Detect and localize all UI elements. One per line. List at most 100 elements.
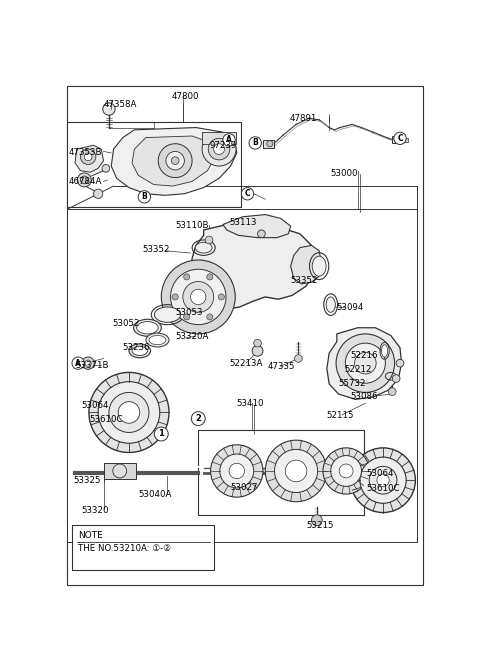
Text: NOTE: NOTE [78, 531, 103, 540]
Circle shape [77, 173, 91, 187]
Circle shape [252, 345, 263, 356]
Text: C: C [397, 134, 403, 143]
Ellipse shape [326, 297, 336, 313]
Text: 2: 2 [195, 414, 201, 423]
Bar [263, 140, 274, 148]
Circle shape [323, 448, 369, 494]
Circle shape [94, 189, 103, 198]
Polygon shape [175, 271, 221, 323]
Text: THE NO.53210A: ①-②: THE NO.53210A: ①-② [78, 544, 171, 553]
Circle shape [285, 460, 307, 481]
Circle shape [166, 152, 184, 170]
Text: 47353B: 47353B [69, 148, 102, 156]
Circle shape [202, 132, 236, 166]
Circle shape [249, 137, 262, 149]
Circle shape [388, 388, 396, 396]
Text: 53352: 53352 [291, 276, 318, 285]
Bar [198, 430, 364, 515]
Text: 53113: 53113 [229, 218, 256, 227]
Text: 47358A: 47358A [104, 100, 137, 109]
Circle shape [81, 176, 88, 184]
Text: 53040A: 53040A [138, 490, 171, 499]
Text: 97239: 97239 [209, 142, 236, 150]
Text: 47335: 47335 [267, 362, 295, 371]
Circle shape [192, 412, 205, 426]
Circle shape [345, 343, 385, 383]
Circle shape [396, 359, 404, 367]
Circle shape [208, 138, 230, 160]
Circle shape [223, 134, 235, 146]
Text: 53064: 53064 [81, 401, 108, 410]
Circle shape [258, 230, 265, 237]
Circle shape [103, 103, 115, 115]
Circle shape [113, 464, 127, 478]
Circle shape [229, 464, 244, 479]
Text: C: C [245, 190, 251, 198]
Ellipse shape [312, 256, 326, 276]
Bar [402, 138, 408, 142]
Ellipse shape [382, 344, 388, 357]
Ellipse shape [132, 346, 147, 356]
Text: 47891: 47891 [289, 114, 316, 122]
Circle shape [218, 294, 225, 300]
Circle shape [220, 454, 254, 488]
Circle shape [170, 269, 226, 325]
Circle shape [161, 260, 235, 334]
Text: 52115: 52115 [327, 411, 354, 420]
Text: 53094: 53094 [337, 303, 364, 312]
Ellipse shape [137, 322, 158, 334]
Circle shape [211, 445, 263, 497]
Circle shape [191, 289, 206, 305]
Circle shape [369, 466, 397, 494]
Text: 53052: 53052 [112, 319, 140, 327]
Text: 53610C: 53610C [89, 415, 122, 424]
Ellipse shape [129, 344, 151, 358]
Circle shape [331, 456, 361, 486]
Text: 53610C: 53610C [366, 484, 400, 493]
Text: A: A [75, 358, 81, 368]
Ellipse shape [146, 333, 169, 347]
Circle shape [172, 294, 178, 300]
Text: 53000: 53000 [331, 169, 358, 178]
Text: A: A [226, 136, 232, 144]
Text: 1: 1 [158, 430, 164, 438]
Circle shape [392, 374, 400, 382]
Text: 53215: 53215 [306, 521, 334, 530]
Circle shape [102, 164, 110, 172]
Circle shape [265, 440, 327, 502]
Bar [67, 209, 417, 542]
Circle shape [207, 274, 213, 280]
Text: 53320A: 53320A [175, 332, 208, 340]
Text: 53325: 53325 [73, 476, 101, 485]
Circle shape [171, 157, 179, 164]
Text: B: B [142, 192, 147, 201]
Circle shape [184, 274, 190, 280]
Text: 52212: 52212 [345, 364, 372, 374]
Polygon shape [223, 215, 291, 237]
Circle shape [205, 236, 213, 244]
Circle shape [84, 153, 92, 161]
Circle shape [336, 334, 395, 392]
Circle shape [377, 474, 389, 486]
Circle shape [394, 132, 406, 144]
Circle shape [158, 144, 192, 178]
Circle shape [118, 402, 140, 423]
Polygon shape [327, 328, 402, 400]
Circle shape [72, 357, 84, 369]
Circle shape [183, 281, 214, 313]
Text: 52213A: 52213A [229, 358, 263, 368]
Ellipse shape [149, 335, 166, 344]
Circle shape [184, 314, 190, 320]
Circle shape [267, 140, 273, 147]
Polygon shape [191, 225, 315, 309]
Circle shape [312, 515, 322, 525]
Circle shape [295, 354, 302, 362]
Text: 53352: 53352 [142, 245, 169, 254]
Text: 47800: 47800 [171, 92, 199, 101]
Text: 53236: 53236 [123, 343, 150, 352]
Circle shape [360, 457, 406, 503]
Text: 53110B: 53110B [175, 221, 209, 231]
Bar [392, 136, 402, 143]
Bar [67, 122, 240, 207]
Circle shape [351, 448, 415, 513]
